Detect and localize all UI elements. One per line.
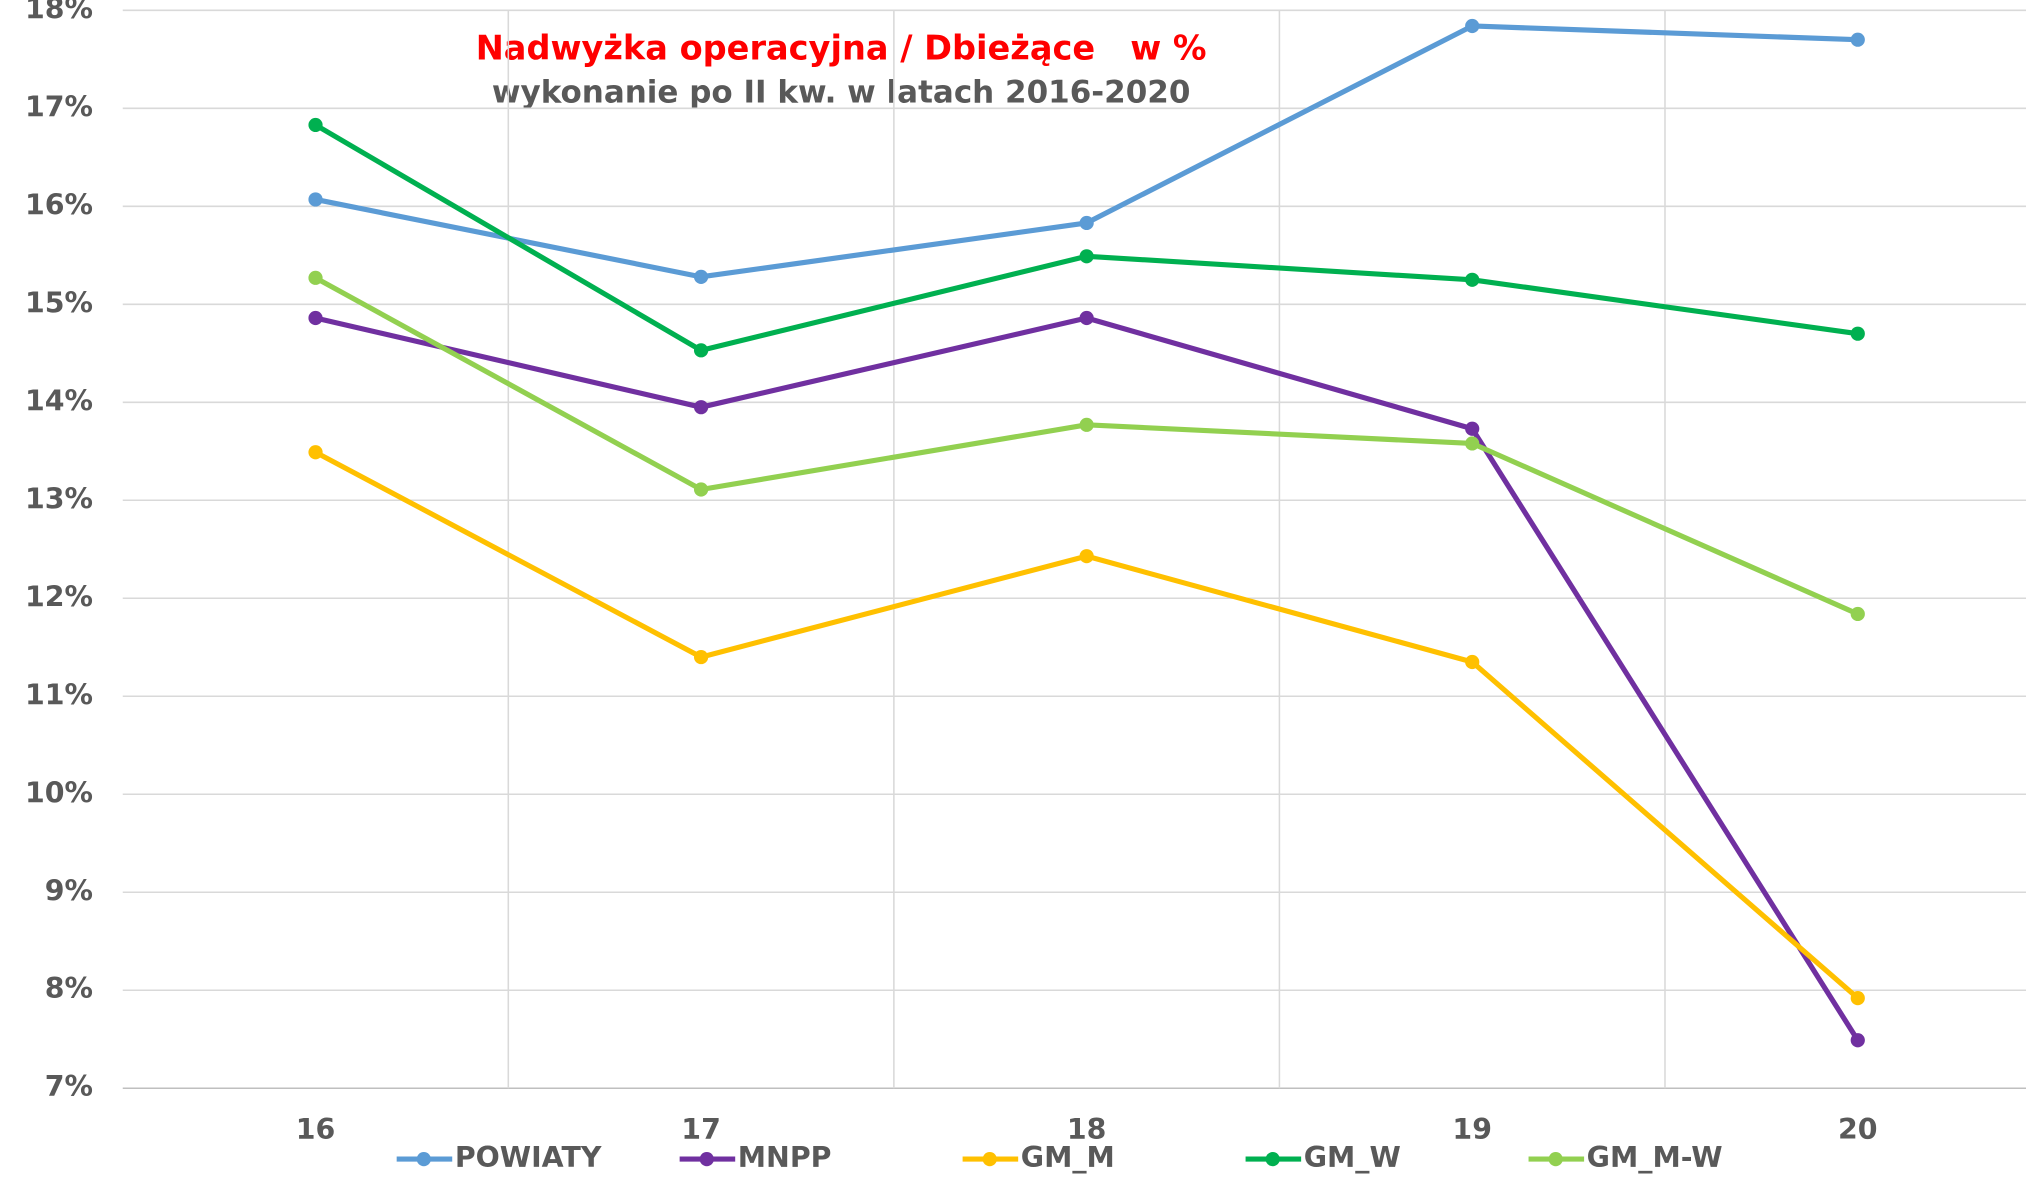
data-point bbox=[1079, 249, 1094, 264]
legend-label: GM_M bbox=[1021, 1141, 1115, 1174]
legend-marker bbox=[1548, 1152, 1563, 1167]
data-point bbox=[1465, 18, 1480, 34]
series-line bbox=[314, 449, 1860, 1001]
series-line bbox=[314, 275, 1859, 617]
x-tick-label: 16 bbox=[296, 1113, 336, 1146]
x-tick-label: 18 bbox=[1067, 1113, 1107, 1146]
data-point bbox=[1079, 549, 1094, 564]
y-tick-label: 9% bbox=[45, 874, 93, 907]
data-point bbox=[1079, 215, 1094, 231]
data-point bbox=[1079, 417, 1094, 432]
y-tick-label: 18% bbox=[25, 0, 93, 25]
data-point bbox=[1465, 654, 1480, 670]
data-point bbox=[1850, 32, 1865, 47]
data-point bbox=[693, 269, 709, 284]
chart-title: Nadwyżka operacyjna / Dbieżące w % bbox=[476, 29, 1207, 68]
y-tick-label: 14% bbox=[25, 384, 93, 417]
y-tick-label: 13% bbox=[25, 482, 93, 515]
chart-subtitle: wykonanie po II kw. w latach 2016-2020 bbox=[492, 75, 1191, 111]
data-point bbox=[1465, 272, 1480, 287]
data-point bbox=[308, 192, 323, 207]
data-point bbox=[308, 445, 323, 460]
y-tick-label: 7% bbox=[45, 1070, 93, 1103]
x-tick-label: 19 bbox=[1452, 1113, 1492, 1146]
data-point bbox=[1850, 991, 1865, 1006]
legend-label: GM_W bbox=[1304, 1141, 1401, 1174]
data-point bbox=[1465, 421, 1480, 436]
data-point bbox=[693, 343, 709, 358]
legend-marker bbox=[1265, 1152, 1280, 1167]
y-tick-label: 10% bbox=[25, 776, 93, 809]
legend-label: MNPP bbox=[738, 1141, 832, 1174]
y-tick-label: 17% bbox=[25, 90, 93, 123]
legend-label: GM_M-W bbox=[1587, 1141, 1723, 1174]
y-tick-label: 8% bbox=[45, 972, 93, 1005]
data-point bbox=[1079, 310, 1094, 326]
grid bbox=[122, 9, 2026, 1090]
data-point bbox=[1465, 436, 1480, 451]
y-tick-label: 12% bbox=[25, 580, 93, 613]
legend-marker bbox=[982, 1152, 997, 1167]
data-point bbox=[1850, 606, 1865, 622]
data-point bbox=[1850, 1033, 1865, 1048]
legend-marker bbox=[416, 1152, 431, 1167]
y-tick-label: 15% bbox=[25, 286, 93, 319]
data-point bbox=[693, 650, 709, 665]
y-tick-label: 11% bbox=[25, 678, 93, 711]
data-point bbox=[693, 482, 709, 497]
data-point bbox=[308, 310, 323, 326]
x-tick-label: 20 bbox=[1838, 1113, 1878, 1146]
x-tick-label: 17 bbox=[681, 1113, 721, 1146]
data-point bbox=[693, 400, 709, 415]
legend-label: POWIATY bbox=[455, 1141, 602, 1174]
legend-marker bbox=[699, 1152, 714, 1167]
y-tick-label: 16% bbox=[25, 188, 93, 221]
data-point bbox=[308, 117, 323, 133]
data-point bbox=[308, 270, 323, 285]
data-point bbox=[1850, 326, 1865, 341]
